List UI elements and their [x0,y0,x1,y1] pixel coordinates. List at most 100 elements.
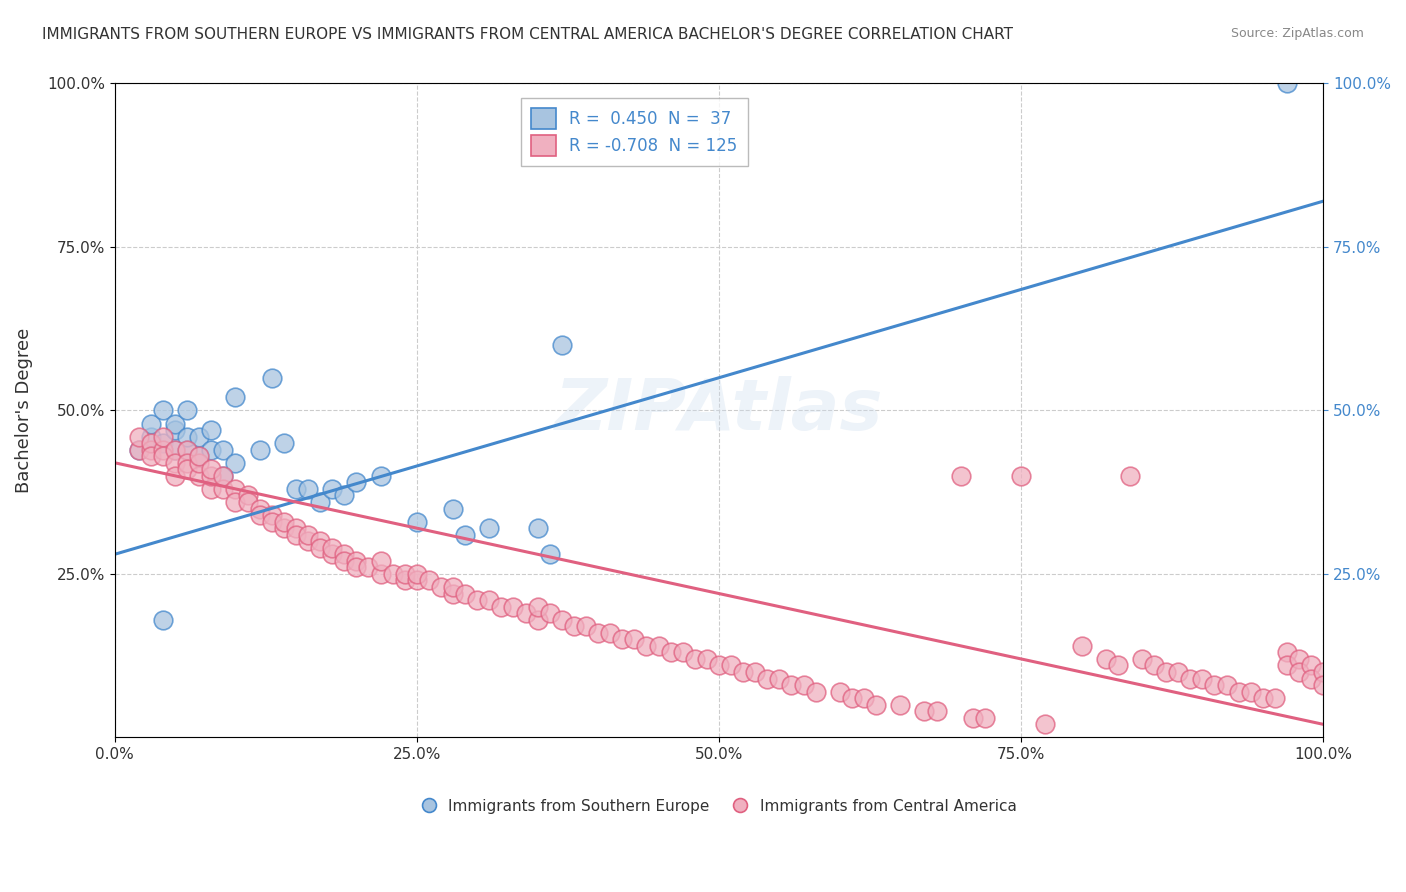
Point [526,613,548,627]
Point [224,482,246,496]
Point [720,658,742,673]
Point [188,468,211,483]
Point [224,456,246,470]
Point [370,468,392,483]
Point [1312,665,1334,679]
Point [176,462,198,476]
Point [1033,717,1056,731]
Point [200,482,222,496]
Point [562,619,585,633]
Point [273,521,295,535]
Point [1312,678,1334,692]
Point [672,645,695,659]
Point [454,527,477,541]
Point [1070,639,1092,653]
Point [273,436,295,450]
Point [188,449,211,463]
Point [152,442,174,457]
Point [1204,678,1226,692]
Point [152,403,174,417]
Point [465,593,488,607]
Point [128,429,150,443]
Point [1288,665,1310,679]
Point [962,711,984,725]
Point [1119,468,1142,483]
Point [236,495,259,509]
Point [526,521,548,535]
Point [1275,658,1298,673]
Point [139,417,162,431]
Point [309,541,332,555]
Point [297,482,319,496]
Point [1130,652,1153,666]
Point [515,606,537,620]
Point [889,698,911,712]
Point [612,632,634,647]
Point [152,436,174,450]
Point [188,449,211,463]
Point [260,515,283,529]
Point [1167,665,1189,679]
Point [852,691,875,706]
Point [478,521,501,535]
Point [176,442,198,457]
Point [707,658,730,673]
Point [418,574,440,588]
Point [538,547,561,561]
Point [1107,658,1129,673]
Point [212,482,235,496]
Text: ZIPAtlas: ZIPAtlas [555,376,883,445]
Point [1275,77,1298,91]
Point [804,684,827,698]
Point [224,390,246,404]
Point [1191,672,1213,686]
Point [139,429,162,443]
Point [478,593,501,607]
Point [659,645,682,659]
Point [733,665,755,679]
Point [128,442,150,457]
Point [768,672,790,686]
Point [176,403,198,417]
Point [430,580,453,594]
Point [163,442,186,457]
Point [212,442,235,457]
Point [647,639,669,653]
Point [152,613,174,627]
Point [128,442,150,457]
Point [586,625,609,640]
Point [575,619,598,633]
Point [1275,645,1298,659]
Point [491,599,513,614]
Point [163,468,186,483]
Point [309,534,332,549]
Point [538,606,561,620]
Point [683,652,706,666]
Point [344,554,367,568]
Point [321,547,343,561]
Point [1264,691,1286,706]
Point [163,423,186,437]
Point [381,566,404,581]
Point [793,678,815,692]
Point [163,456,186,470]
Point [599,625,621,640]
Point [925,704,948,718]
Point [828,684,851,698]
Point [333,547,356,561]
Point [526,599,548,614]
Point [949,468,972,483]
Point [756,672,779,686]
Point [176,429,198,443]
Point [139,442,162,457]
Point [297,534,319,549]
Point [405,515,427,529]
Point [1251,691,1274,706]
Point [370,554,392,568]
Point [212,468,235,483]
Point [249,442,271,457]
Point [1154,665,1177,679]
Point [163,417,186,431]
Text: Source: ZipAtlas.com: Source: ZipAtlas.com [1230,27,1364,40]
Point [297,527,319,541]
